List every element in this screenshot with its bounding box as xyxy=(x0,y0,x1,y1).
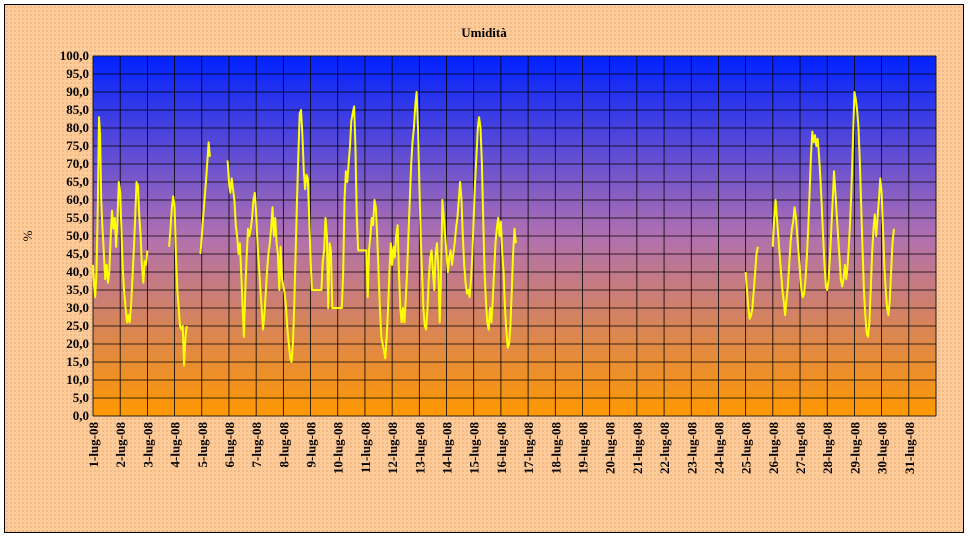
y-tick-label: 40,0 xyxy=(66,264,89,279)
humidity-line-segment xyxy=(744,246,759,320)
x-tick-label: 2-lug-08 xyxy=(113,422,128,468)
x-tick-label: 5-lug-08 xyxy=(195,422,210,468)
x-tick-label: 7-lug-08 xyxy=(249,422,264,468)
x-tick-label: 21-lug-08 xyxy=(630,422,645,475)
y-tick-label: 35,0 xyxy=(66,282,89,297)
y-axis-label: % xyxy=(20,230,35,241)
x-tick-label: 11-lug-08 xyxy=(358,422,373,474)
y-tick-label: 45,0 xyxy=(66,246,89,261)
x-tick-label: 19-lug-08 xyxy=(575,422,590,475)
y-tick-labels: 0,0 5,0 10,0 15,0 20,0 25,0 30,0 35,0 40,0 45,0 50… xyxy=(60,48,89,423)
x-tick-label: 16-lug-08 xyxy=(494,422,509,475)
y-tick-label: 70,0 xyxy=(66,156,89,171)
x-tick-labels: 1-lug-08 2-lug-08 3-lug-08 4-lug-08 5-lug-08… xyxy=(86,422,917,475)
humidity-line-segment xyxy=(199,141,211,255)
x-tick-label: 18-lug-08 xyxy=(548,422,563,475)
x-tick-label: 27-lug-08 xyxy=(793,422,808,475)
y-tick-label: 10,0 xyxy=(66,372,89,387)
y-tick-label: 80,0 xyxy=(66,120,89,135)
x-tick-label: 8-lug-08 xyxy=(276,422,291,468)
y-tick-label: 55,0 xyxy=(66,210,89,225)
x-tick-label: 28-lug-08 xyxy=(820,422,835,475)
y-tick-label: 0,0 xyxy=(73,408,89,423)
y-tick-label: 65,0 xyxy=(66,174,89,189)
y-tick-label: 25,0 xyxy=(66,318,89,333)
x-tick-label: 20-lug-08 xyxy=(603,422,618,475)
x-tick-label: 25-lug-08 xyxy=(739,422,754,475)
y-tick-label: 75,0 xyxy=(66,138,89,153)
x-tick-label: 26-lug-08 xyxy=(766,422,781,475)
y-tick-label: 15,0 xyxy=(66,354,89,369)
y-tick-label: 30,0 xyxy=(66,300,89,315)
x-tick-label: 23-lug-08 xyxy=(684,422,699,475)
humidity-series xyxy=(92,91,895,367)
x-tick-label: 15-lug-08 xyxy=(467,422,482,475)
x-tick-label: 6-lug-08 xyxy=(222,422,237,468)
y-tick-label: 50,0 xyxy=(66,228,89,243)
x-tick-label: 17-lug-08 xyxy=(521,422,536,475)
x-tick-label: 29-lug-08 xyxy=(847,422,862,475)
x-tick-label: 3-lug-08 xyxy=(140,422,155,468)
y-tick-label: 90,0 xyxy=(66,84,89,99)
x-tick-label: 31-lug-08 xyxy=(902,422,917,475)
x-tick-label: 22-lug-08 xyxy=(657,422,672,475)
y-tick-label: 5,0 xyxy=(73,390,89,405)
grid-lines xyxy=(92,55,937,417)
x-tick-label: 1-lug-08 xyxy=(86,422,101,468)
x-tick-label: 13-lug-08 xyxy=(412,422,427,475)
x-tick-label: 14-lug-08 xyxy=(440,422,455,475)
y-tick-label: 100,0 xyxy=(60,48,89,63)
y-tick-label: 85,0 xyxy=(66,102,89,117)
y-tick-label: 95,0 xyxy=(66,66,89,81)
x-tick-label: 24-lug-08 xyxy=(711,422,726,475)
humidity-line-segment xyxy=(92,116,149,324)
y-tick-label: 60,0 xyxy=(66,192,89,207)
chart-title: Umidità xyxy=(461,25,507,40)
x-tick-label: 10-lug-08 xyxy=(331,422,346,475)
x-tick-label: 30-lug-08 xyxy=(875,422,890,475)
x-tick-label: 12-lug-08 xyxy=(385,422,400,475)
humidity-line-segment xyxy=(771,91,895,338)
y-tick-label: 20,0 xyxy=(66,336,89,351)
humidity-line-segment xyxy=(226,91,517,363)
x-tick-label: 4-lug-08 xyxy=(168,422,183,468)
x-tick-label: 9-lug-08 xyxy=(304,422,319,468)
humidity-line-segment xyxy=(168,195,188,367)
